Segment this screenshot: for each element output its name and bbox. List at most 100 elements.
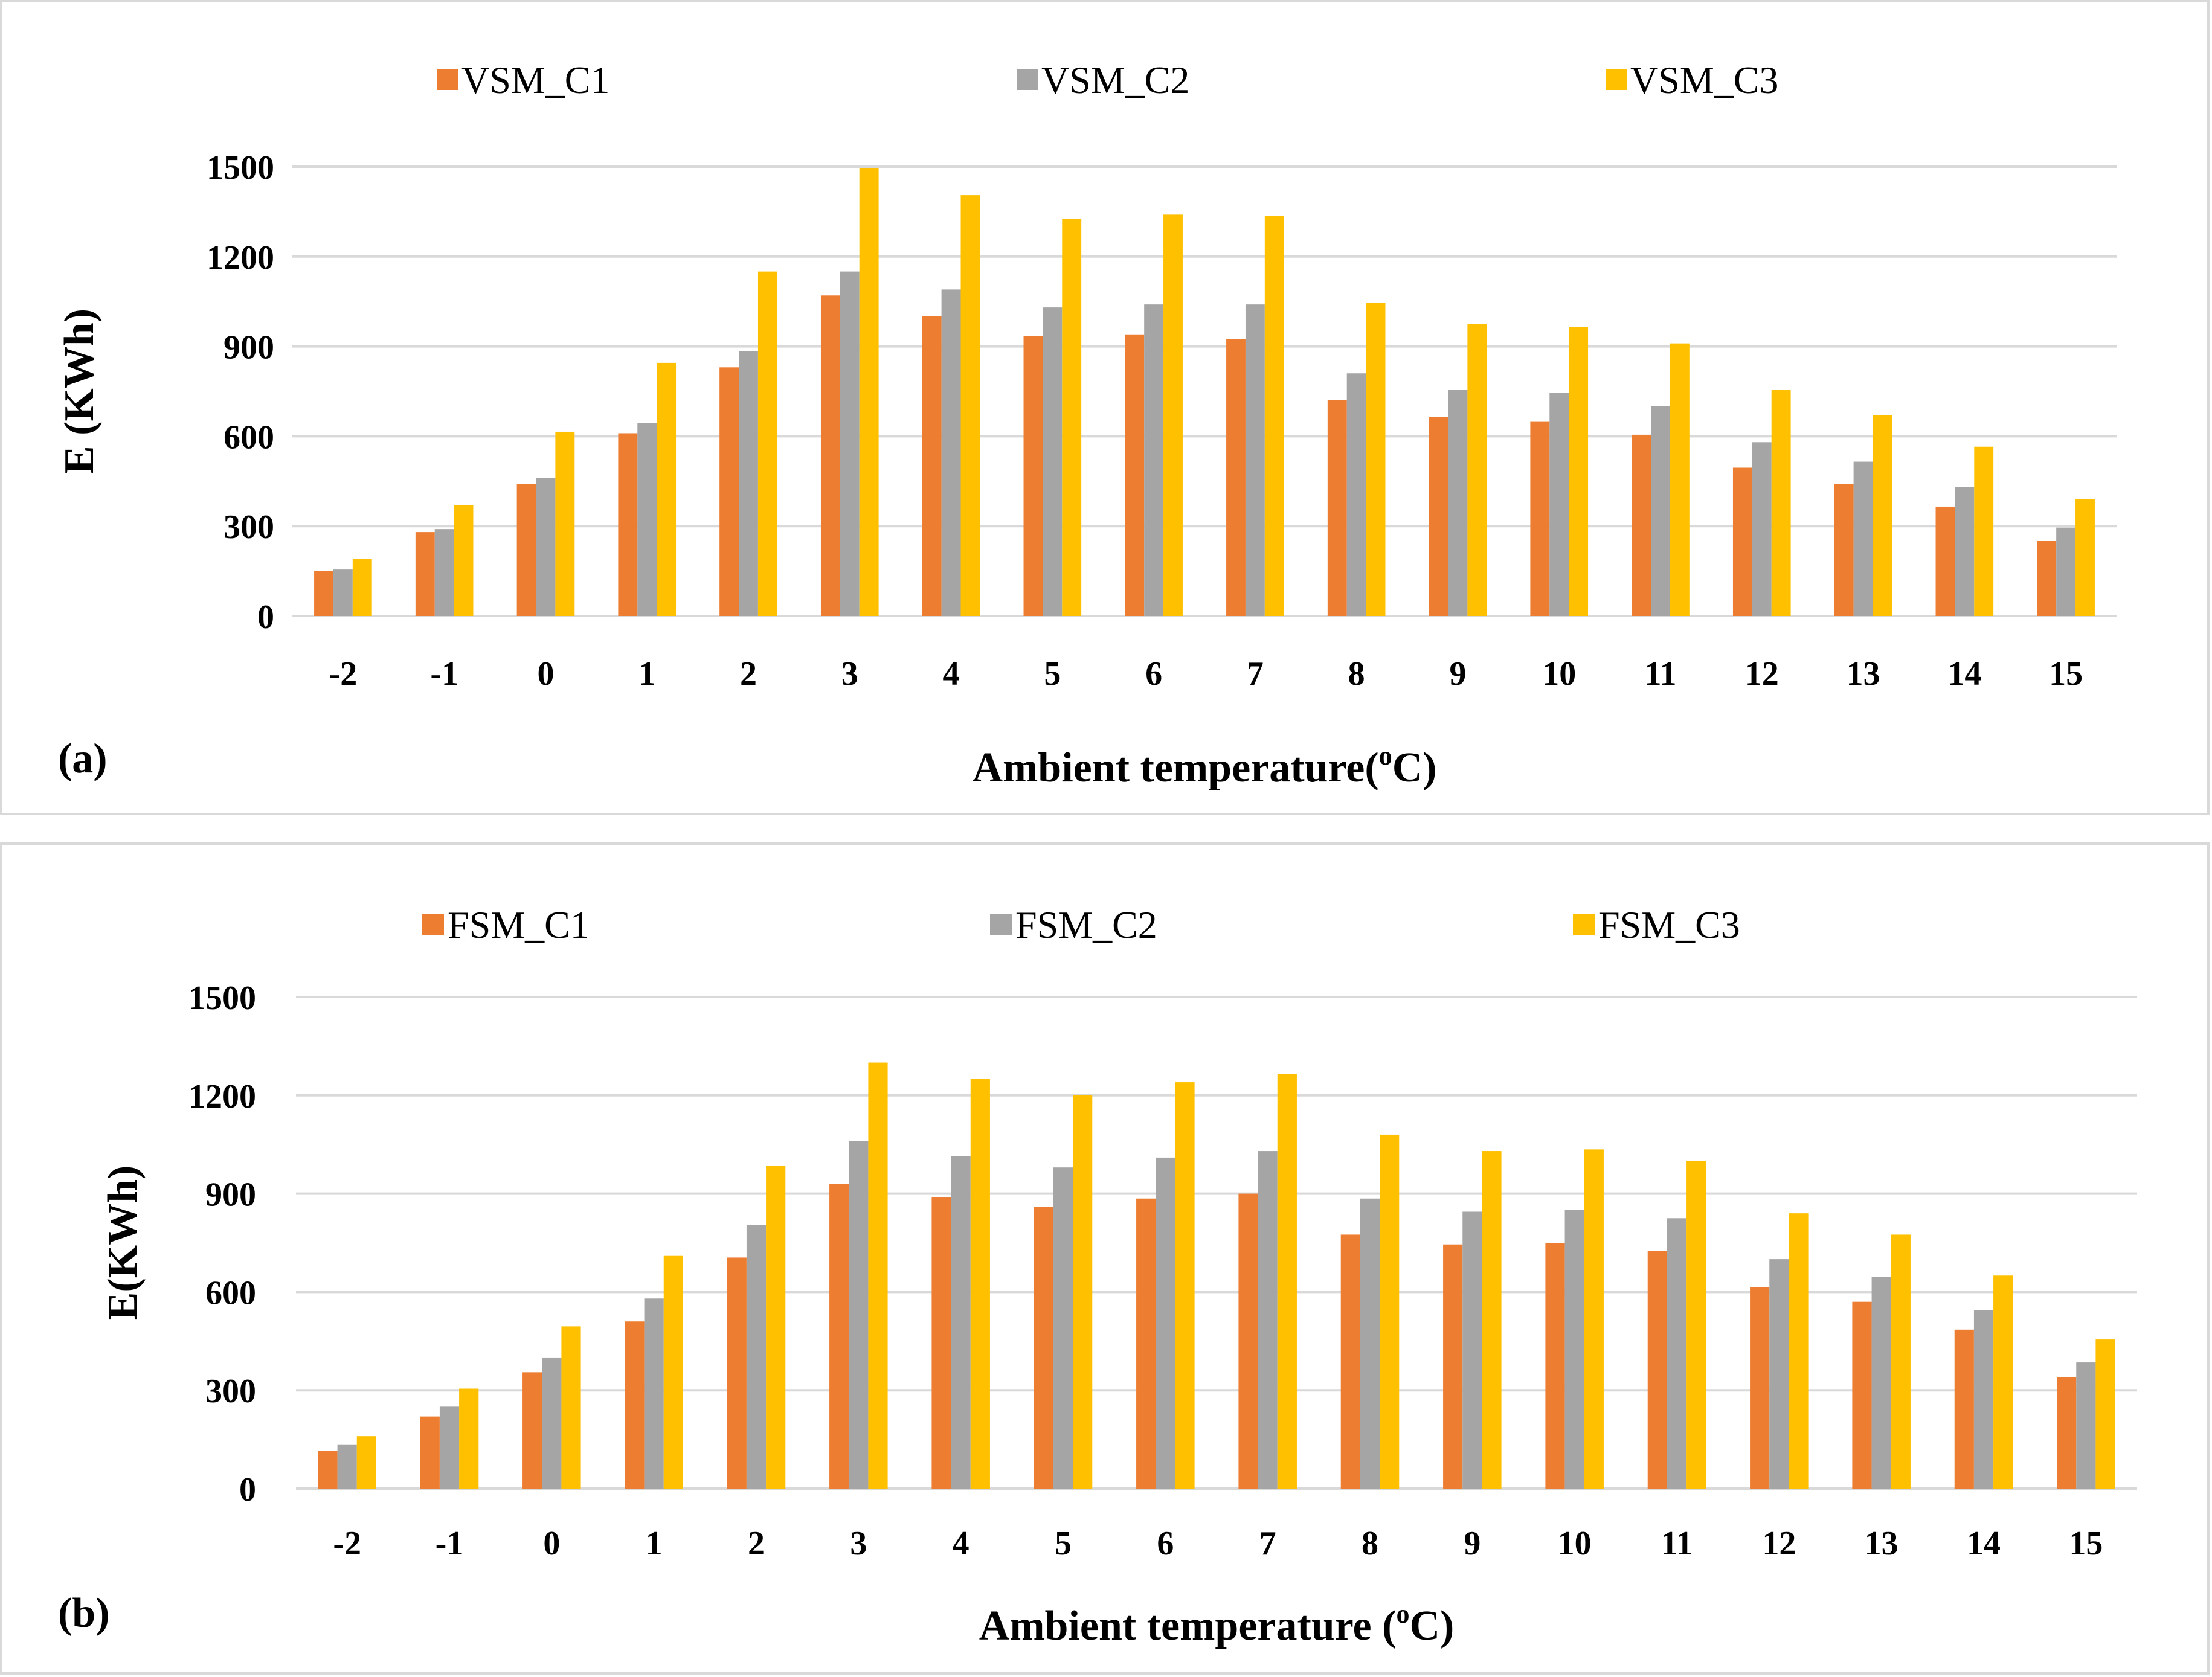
chart-a-bar-vsm-c1 (719, 367, 739, 616)
chart-b-bar-fsm-c2 (439, 1406, 460, 1489)
chart-a-bar-vsm-c2 (1651, 406, 1670, 616)
chart-a-legend-label: VSM_C2 (1041, 59, 1189, 101)
chart-b-x-tick-label: 14 (1967, 1525, 2001, 1562)
chart-b-bar-fsm-c2 (1258, 1151, 1278, 1489)
chart-a-x-tick-label: 12 (1745, 655, 1779, 693)
chart-a-bar-vsm-c3 (960, 195, 980, 616)
chart-b-bar-fsm-c3 (868, 1062, 888, 1489)
chart-a-x-axis-title: Ambient temperature(oC) (972, 741, 1436, 791)
chart-panel-b: 0 300 600 900 1200 1500 -2 -1 0 1 2 3 4 5 6 7 8 9 10 11 12 13… (0, 842, 2210, 1675)
chart-a-bar-vsm-c2 (840, 271, 860, 617)
chart-a-x-tick-label: 9 (1449, 655, 1466, 693)
chart-a-bar-vsm-c1 (618, 433, 638, 616)
chart-b-bar-fsm-c3 (1686, 1161, 1706, 1489)
chart-b-bar-fsm-c2 (951, 1156, 971, 1489)
chart-b-y-tick-label: 300 (205, 1373, 256, 1410)
chart-b-bar-fsm-c2 (2076, 1362, 2096, 1489)
chart-b-x-tick-label: 3 (850, 1525, 867, 1562)
chart-a-x-tick-label: 10 (1542, 655, 1576, 693)
chart-b-bar-fsm-c1 (829, 1184, 849, 1489)
chart-b-bar-fsm-c1 (1340, 1234, 1360, 1489)
chart-b-bar-fsm-c3 (356, 1436, 376, 1489)
chart-a-bar-vsm-c3 (454, 505, 474, 616)
chart-b-x-tick-label: 4 (953, 1525, 969, 1562)
chart-b-x-tick-label: 0 (543, 1525, 560, 1562)
chart-a-bar-vsm-c1 (1935, 506, 1955, 616)
chart-a-bar-vsm-c1 (1023, 336, 1043, 616)
chart-a-x-tick-label: 8 (1348, 655, 1365, 693)
chart-b-bar-fsm-c1 (625, 1321, 645, 1489)
chart-a-bar-vsm-c2 (2056, 527, 2076, 616)
chart-a-bar-vsm-c3 (657, 362, 677, 616)
chart-a-bar-vsm-c1 (922, 316, 942, 616)
chart-a-bar-vsm-c1 (1530, 421, 1550, 616)
chart-b-bar-fsm-c1 (1954, 1329, 1974, 1489)
chart-a-bar-vsm-c1 (1429, 417, 1448, 616)
chart-a-bar-vsm-c2 (536, 478, 556, 616)
chart-b-bar-fsm-c3 (1277, 1074, 1297, 1489)
chart-b-bar-fsm-c2 (1053, 1167, 1073, 1489)
chart-a-x-tick-label: 11 (1645, 655, 1677, 693)
chart-b-x-tick-label: 6 (1157, 1525, 1174, 1562)
chart-a-x-tick-label: 7 (1247, 655, 1264, 693)
chart-b-x-tick-label: 2 (748, 1525, 765, 1562)
chart-b-legend-swatch (1573, 914, 1595, 935)
chart-a-bar-vsm-c3 (1771, 390, 1791, 616)
chart-b-bar-fsm-c2 (1462, 1211, 1482, 1489)
chart-b-x-tick-label: -2 (333, 1525, 361, 1562)
chart-b-bar-fsm-c3 (459, 1388, 479, 1489)
chart-b-x-axis-title: Ambient temperature (oC) (979, 1599, 1455, 1649)
chart-b-bar-fsm-c2 (1973, 1310, 1994, 1489)
chart-b-x-tick-label: 11 (1661, 1525, 1693, 1562)
chart-a-bar-vsm-c2 (333, 569, 353, 616)
chart-b-bar-fsm-c3 (766, 1166, 786, 1489)
chart-a-bar-vsm-c3 (1366, 303, 1386, 616)
chart-a-bar-vsm-c2 (1752, 442, 1772, 616)
chart-b-x-tick-label: 8 (1362, 1525, 1378, 1562)
chart-a-bar-vsm-c1 (1732, 467, 1752, 616)
chart-a-x-tick-label: 5 (1044, 655, 1061, 693)
chart-a-bar-vsm-c1 (1834, 484, 1854, 616)
chart-a-bar-vsm-c1 (2037, 541, 2057, 616)
chart-b-y-axis-title: E(KWh) (100, 1166, 146, 1321)
chart-a-bar-vsm-c1 (1125, 334, 1145, 616)
chart-b-x-tick-label: 12 (1762, 1525, 1796, 1562)
chart-b-x-tick-label: 1 (646, 1525, 663, 1562)
chart-a-bar-vsm-c1 (314, 571, 333, 616)
chart-b-bar-fsm-c2 (1156, 1157, 1175, 1489)
chart-b-bar-fsm-c3 (663, 1255, 683, 1489)
chart-b-bar-fsm-c3 (1175, 1082, 1195, 1489)
chart-a-bar-vsm-c1 (1632, 434, 1651, 616)
chart-b-bar-fsm-c2 (337, 1444, 357, 1489)
chart-a-legend-swatch (1606, 69, 1627, 90)
chart-a-legend-label: VSM_C3 (1630, 59, 1778, 101)
chart-b-x-tick-label: 10 (1558, 1525, 1592, 1562)
chart-a-x-tick-label: 14 (1947, 655, 1981, 693)
chart-b-bar-fsm-c2 (1564, 1210, 1584, 1489)
chart-a-bar-vsm-c3 (1670, 343, 1690, 616)
chart-b-bar-fsm-c2 (1360, 1198, 1380, 1489)
chart-a-y-tick-label: 900 (223, 329, 274, 367)
chart-a-bar-vsm-c3 (1163, 214, 1183, 616)
chart-a-bar-vsm-c2 (1043, 307, 1063, 616)
chart-a-bar-vsm-c3 (2075, 499, 2095, 616)
chart-a-bar-vsm-c2 (1853, 461, 1873, 616)
chart-a-x-tick-label: 13 (1847, 655, 1880, 693)
chart-b-bar-fsm-c1 (1136, 1198, 1156, 1489)
chart-b-bar-fsm-c1 (522, 1372, 542, 1489)
chart-a-bar-vsm-c2 (1448, 390, 1468, 616)
chart-a-x-tick-label: 15 (2049, 655, 2083, 693)
chart-a-x-tick-label: 3 (841, 655, 858, 693)
chart-a-bar-vsm-c3 (859, 168, 879, 617)
chart-a-bar-vsm-c3 (1062, 219, 1082, 616)
chart-b-x-tick-label: 7 (1259, 1525, 1276, 1562)
chart-b-y-tick-label: 0 (239, 1471, 256, 1509)
chart-a-x-tick-label: 1 (638, 655, 655, 693)
chart-b-bar-fsm-c3 (970, 1079, 990, 1489)
chart-a-bar-vsm-c3 (1569, 327, 1589, 616)
chart-a-x-tick-label: 0 (537, 655, 554, 693)
chart-b-bar-fsm-c3 (561, 1326, 581, 1489)
chart-b-bar-fsm-c3 (1482, 1151, 1502, 1489)
